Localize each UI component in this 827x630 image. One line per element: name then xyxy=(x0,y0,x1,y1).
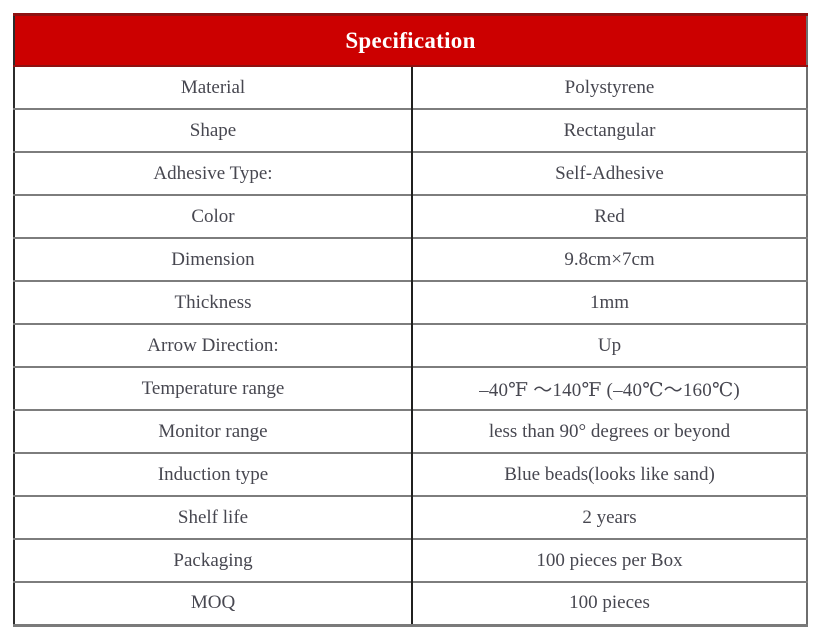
table-row: Temperature range –40℉ ～140℉ (–40℃～160℃) xyxy=(14,366,808,410)
spec-label: Thickness xyxy=(14,280,413,324)
spec-label: Dimension xyxy=(14,237,413,281)
specification-title: Specification xyxy=(14,13,808,67)
spec-label: Adhesive Type: xyxy=(14,151,413,195)
specification-table-container: Specification Material Polystyrene Shape Re… xyxy=(13,13,809,627)
table-row: Material Polystyrene xyxy=(14,66,807,109)
table-header-row: Specification xyxy=(14,13,808,67)
spec-value: Red xyxy=(412,194,808,238)
spec-label: Packaging xyxy=(14,538,413,582)
spec-label: Material xyxy=(14,66,413,109)
table-row: MOQ 100 pieces xyxy=(14,581,808,625)
spec-value: Up xyxy=(412,323,808,367)
table-row: Thickness 1mm xyxy=(14,280,808,324)
specification-table: Specification Material Polystyrene Shape Re… xyxy=(13,13,809,627)
table-row: Color Red xyxy=(14,194,808,238)
spec-value: less than 90° degrees or beyond xyxy=(412,409,808,453)
spec-value: –40℉ ～140℉ (–40℃～160℃) xyxy=(412,366,808,410)
table-row: Packaging 100 pieces per Box xyxy=(14,538,808,582)
table-row: Shelf life 2 years xyxy=(14,495,808,539)
spec-value: 100 pieces per Box xyxy=(412,538,808,582)
spec-value: 100 pieces xyxy=(412,581,808,625)
spec-label: Induction type xyxy=(14,452,413,496)
spec-value: Self-Adhesive xyxy=(412,151,808,195)
spec-value: Rectangular xyxy=(412,108,808,152)
table-header: Specification xyxy=(14,13,808,67)
spec-label: Temperature range xyxy=(14,366,413,410)
spec-value: 9.8cm×7cm xyxy=(412,237,808,281)
spec-value: Polystyrene xyxy=(564,76,655,98)
table-row: Induction type Blue beads(looks like sand… xyxy=(14,452,808,496)
spec-label: Color xyxy=(14,194,413,238)
table-row: Shape Rectangular xyxy=(14,108,808,152)
spec-value: 1mm xyxy=(412,280,808,324)
table-body: Material Polystyrene Shape Rectangular Adhes… xyxy=(14,66,808,625)
spec-value: Blue beads(looks like sand) xyxy=(412,452,808,496)
spec-label: Shape xyxy=(14,108,413,152)
table-row: Arrow Direction: Up xyxy=(14,323,808,367)
spec-label: Arrow Direction: xyxy=(14,323,413,367)
spec-label: Monitor range xyxy=(14,409,413,453)
table-row: Monitor range less than 90° degrees or be… xyxy=(14,409,808,453)
table-row: Adhesive Type: Self-Adhesive xyxy=(14,151,808,195)
spec-label: MOQ xyxy=(14,581,413,625)
spec-label: Shelf life xyxy=(14,495,413,539)
table-row: Dimension 9.8cm×7cm xyxy=(14,237,808,281)
spec-value: 2 years xyxy=(412,495,808,539)
